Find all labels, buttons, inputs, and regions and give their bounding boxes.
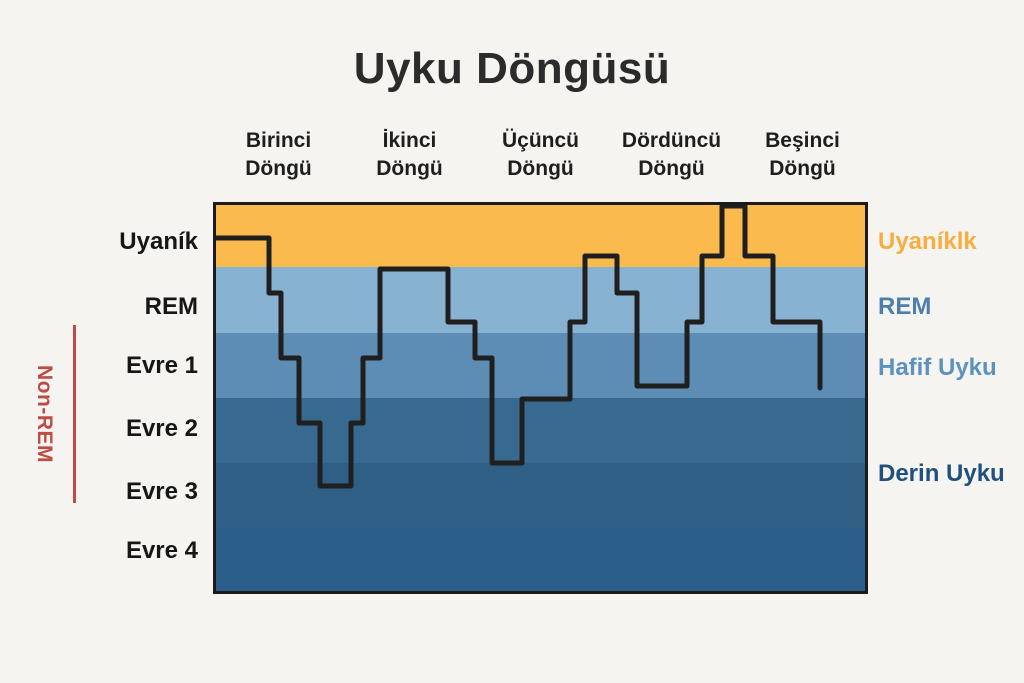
axis-label-stage-4: Evre 4 [125,537,198,564]
hypnogram-line [213,203,823,489]
cycle-header-4-line1: Dördüncü [621,129,722,152]
cycle-header-2-line1: İkinci [382,129,437,152]
legend-light-sleep: Hafif Uyku [878,354,997,381]
page-title: Uyku Döngüsü [353,44,671,93]
legend-deep-sleep: Derin Uyku [878,460,1005,487]
legend-awake: Uyaníklk [878,228,977,255]
axis-label-awake: Uyaník [119,228,198,255]
cycle-header-1-line1: Birinci [245,129,312,152]
band-stage-1 [213,332,868,398]
non-rem-group: Non-REM [18,328,70,500]
cycle-header-4: Dördüncü Döngü [606,127,737,183]
cycle-headers-row: Birinci Döngü İkinci Döngü Üçüncü Döngü … [213,127,868,183]
cycle-header-5-line2: Döngü [769,157,836,180]
legend-rem: REM [878,293,932,320]
cycle-header-1: Birinci Döngü [213,127,344,183]
hypnogram-line-svg [213,203,823,489]
cycle-header-3: Üçüncü Döngü [475,127,606,183]
cycle-header-3-line1: Üçüncü [501,129,579,152]
cycle-header-2-line2: Döngü [376,157,443,180]
cycle-header-4-line2: Döngü [638,157,705,180]
band-rem [213,267,868,333]
axis-label-rem: REM [144,293,198,320]
band-stage-4 [213,528,868,594]
cycle-header-1-line2: Döngü [245,157,312,180]
axis-label-stage-2: Evre 2 [125,415,198,442]
hypnogram-plot [213,202,868,594]
non-rem-bracket-line [73,325,76,503]
cycle-header-5-line1: Beşinci [765,129,840,152]
cycle-header-3-line2: Döngü [507,157,574,180]
axis-label-stage-3: Evre 3 [125,478,198,505]
cycle-header-5: Beşinci Döngü [737,127,868,183]
plot-bands [213,202,868,594]
axis-label-stage-1: Evre 1 [125,352,198,379]
non-rem-label: Non-REM [33,365,57,463]
cycle-header-2: İkinci Döngü [344,127,475,183]
